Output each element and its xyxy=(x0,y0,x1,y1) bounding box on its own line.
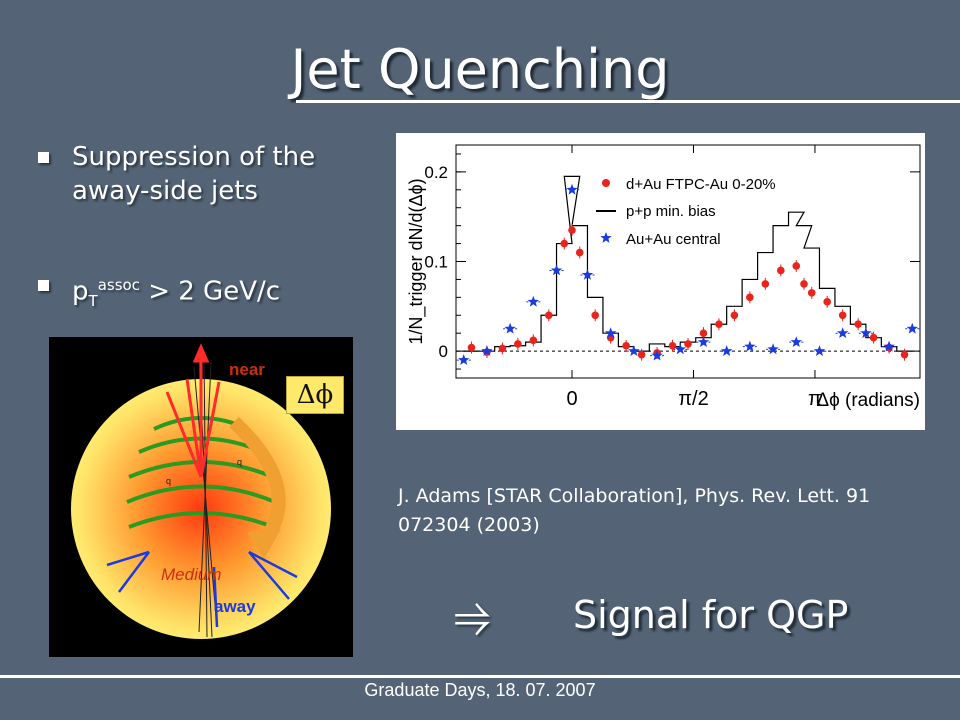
pt-symbol: p xyxy=(72,276,89,307)
medium-sphere xyxy=(71,379,331,639)
legend-marker-dau xyxy=(602,179,610,187)
bullet-item: pTassoc > 2 GeV/c xyxy=(38,268,368,318)
implies-arrow-icon: ⥤ xyxy=(454,588,491,642)
dau-data-point xyxy=(900,350,909,359)
near-label: near xyxy=(229,360,265,379)
bullet-text: Suppression of the away-side jets xyxy=(72,142,316,206)
pp-histogram-line xyxy=(463,175,913,352)
auau-data-point xyxy=(744,340,756,352)
auau-data-point xyxy=(860,327,872,338)
x-tick-label: π/2 xyxy=(678,388,708,410)
away-label: away xyxy=(214,597,256,616)
dau-data-point xyxy=(715,320,723,329)
pt-subscript: T xyxy=(88,291,98,310)
auau-data-point xyxy=(767,343,779,355)
dau-data-point xyxy=(838,311,847,320)
citation: J. Adams [STAR Collaboration], Phys. Rev… xyxy=(398,485,871,536)
auau-data-point xyxy=(697,336,710,347)
auau-data-point xyxy=(527,295,539,307)
auau-data-point xyxy=(721,345,733,356)
legend-marker-auau xyxy=(600,232,612,243)
auau-data-point xyxy=(504,322,516,334)
jet-medium-illustration: near Medium away q q xyxy=(71,343,331,639)
dau-data-point xyxy=(684,340,692,348)
away-side-jets xyxy=(106,550,298,628)
q-label: q xyxy=(237,457,242,467)
y-axis-label: 1/N_trigger dN/d(Δϕ) xyxy=(406,178,427,344)
dau-data-point xyxy=(668,341,677,350)
dphi-box: Δϕ xyxy=(286,376,344,414)
auau-data-point xyxy=(837,327,849,338)
x-tick-label: π xyxy=(808,388,822,410)
medium-label: Medium xyxy=(161,565,221,584)
correlation-plot-svg: 0 π/2 π 0 0.1 0.2 Δϕ (radians) 1/N_trigger dN/d… xyxy=(406,144,921,411)
dau-data-point xyxy=(800,280,808,288)
dau-data-point xyxy=(591,311,599,320)
title-divider xyxy=(296,100,960,103)
auau-data-point xyxy=(651,349,663,361)
auau-data-point xyxy=(813,345,826,356)
x-tick-label: 0 xyxy=(566,388,577,410)
dau-data-point xyxy=(467,343,476,352)
dau-data-point xyxy=(777,266,785,275)
dau-data-point xyxy=(529,336,538,345)
jet-lines xyxy=(193,356,218,638)
bullet-square-icon xyxy=(38,280,49,291)
dau-data-point xyxy=(869,333,878,342)
bullet-square-icon xyxy=(38,152,49,163)
dau-data-point xyxy=(568,226,576,234)
q-label: q xyxy=(166,476,171,486)
y-tick-label: 0 xyxy=(439,342,448,361)
y-tick-label: 0.2 xyxy=(424,163,448,182)
bullet-item: Suppression of the away-side jets xyxy=(38,140,368,208)
dphi-arrowhead xyxy=(247,529,281,559)
auau-data-point xyxy=(566,183,578,195)
auau-data-point xyxy=(481,345,493,356)
dau-data-point xyxy=(560,239,569,248)
dau-data-point xyxy=(498,344,507,353)
pt-threshold: > 2 GeV/c xyxy=(139,276,281,307)
conclusion-text: Signal for QGP xyxy=(573,593,849,637)
dau-data-point xyxy=(575,248,584,257)
auau-data-point xyxy=(550,264,563,276)
auau-data-point xyxy=(883,340,895,352)
dau-data-point xyxy=(807,289,816,297)
legend-label: p+p min. bias xyxy=(626,203,716,220)
dau-data-point xyxy=(545,311,553,320)
auau-data-point xyxy=(581,268,594,280)
dau-data-point xyxy=(622,341,630,350)
auau-data-point xyxy=(605,327,617,338)
slide-title: Jet Quenching xyxy=(290,38,670,101)
auau-data-point xyxy=(790,336,802,347)
dau-data-point xyxy=(637,350,646,359)
auau-data-point xyxy=(628,345,640,356)
auau-data-point xyxy=(906,322,918,334)
dau-data-point xyxy=(792,262,801,270)
footer-divider xyxy=(0,675,960,678)
dau-data-point xyxy=(699,329,708,337)
auau-data-point xyxy=(458,354,470,365)
x-axis-label: Δϕ (radians) xyxy=(816,390,920,411)
bullet-list: Suppression of the away-side jets pTasso… xyxy=(38,140,368,318)
dau-data-point xyxy=(746,293,754,302)
near-side-jet xyxy=(165,343,221,478)
footer-text: Graduate Days, 18. 07. 2007 xyxy=(364,680,596,700)
legend-label: d+Au FTPC-Au 0-20% xyxy=(626,176,776,193)
dau-data-point xyxy=(854,320,862,329)
dau-data-point xyxy=(730,311,739,320)
auau-data-point xyxy=(674,343,686,355)
pt-superscript: assoc xyxy=(97,276,140,294)
dphi-arrow xyxy=(229,416,286,547)
legend-label: Au+Au central xyxy=(626,231,721,248)
dau-data-point xyxy=(761,280,770,288)
dau-data-point xyxy=(514,340,522,348)
dau-data-point xyxy=(823,298,831,306)
correlation-plot: 0 π/2 π 0 0.1 0.2 Δϕ (radians) 1/N_trigger dN/d… xyxy=(396,133,925,430)
y-tick-label: 0.1 xyxy=(424,253,448,272)
